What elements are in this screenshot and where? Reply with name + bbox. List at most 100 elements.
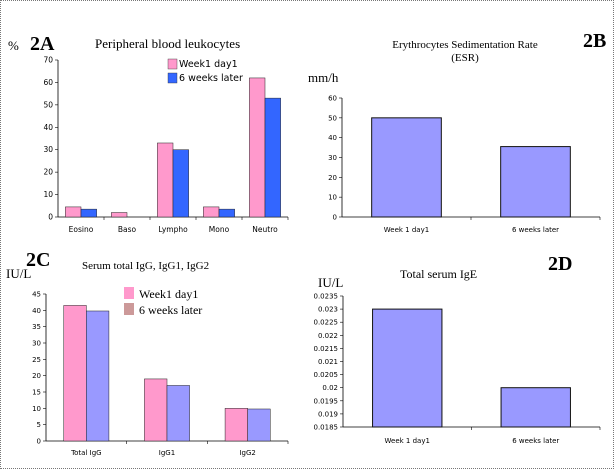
panel-2c-unit: IU/L	[6, 266, 31, 281]
panel-2a-title: Peripheral blood leukocytes	[95, 36, 240, 51]
panel-2c-title: Serum total IgG, IgG1, IgG2	[82, 260, 209, 272]
y-tick-label: 0.021	[318, 358, 338, 366]
bar-week1-neutro	[249, 77, 266, 218]
panel-2c-legend: Week1 day1 6 weeks later	[124, 287, 202, 317]
legend-label-week1: Week1 day1	[139, 287, 198, 301]
x-tick-label: IgG1	[159, 449, 175, 457]
panel-2b-title: Erythrocytes Sedimentation Rate	[392, 39, 538, 51]
bar-6weeks-igg1	[166, 385, 190, 442]
y-tick-label: 70	[43, 56, 53, 65]
panel-2d-label: 2D	[548, 253, 572, 275]
x-tick-label: 6 weeks later	[512, 437, 559, 445]
bar-week-1-day1	[371, 117, 442, 218]
x-tick-label: Week 1 day1	[384, 226, 429, 234]
x-tick-label: Total IgG	[70, 449, 102, 457]
y-tick-label: 20	[43, 168, 53, 177]
legend-swatch-6weeks	[124, 303, 134, 315]
y-tick-label: 5	[37, 421, 41, 429]
bar-week1-mono	[203, 206, 220, 218]
panel-2c-bars	[63, 305, 271, 442]
y-tick-label: 0	[333, 214, 337, 222]
y-tick-label: 25	[32, 356, 41, 364]
bar-6weeks-total-igg	[86, 310, 110, 442]
panel-2a-label: 2A	[30, 33, 55, 55]
panel-2b-label: 2B	[583, 30, 606, 52]
y-tick-label: 20	[328, 174, 337, 182]
legend-swatch-6weeks	[167, 72, 178, 84]
panel-2a: 2A Peripheral blood leukocytes % 0 10 20 30…	[8, 33, 289, 234]
y-tick-label: 40	[32, 307, 41, 315]
x-tick-label: Neutro	[252, 225, 278, 234]
panel-2d-bars	[372, 308, 571, 428]
y-tick-label: 10	[32, 405, 41, 413]
y-tick-label: 60	[43, 78, 53, 87]
y-tick-label: 0.0235	[314, 293, 339, 301]
panel-2a-legend: Week1 day1 6 weeks later	[167, 58, 243, 84]
x-tick-label: Eosino	[69, 225, 94, 234]
y-tick-label: 0.0205	[314, 371, 339, 379]
bar-6weeks-eosino	[80, 208, 97, 218]
panel-2b-title-line2: (ESR)	[451, 52, 479, 64]
panel-2d-title: Total serum IgE	[400, 267, 477, 281]
panel-2c: 2C Serum total IgG, IgG1, IgG2 IU/L 0 5 10…	[6, 249, 289, 457]
x-tick-label: IgG2	[239, 449, 255, 457]
panel-2d-unit: IU/L	[318, 275, 343, 290]
y-tick-label: 20	[32, 372, 41, 380]
y-tick-label: 30	[43, 145, 53, 154]
x-tick-label: Mono	[209, 225, 230, 234]
y-tick-label: 40	[43, 123, 53, 132]
y-tick-label: 30	[32, 340, 41, 348]
legend-swatch-week1	[124, 287, 134, 299]
legend-label-6weeks: 6 weeks later	[139, 303, 202, 317]
panel-2a-unit: %	[8, 38, 19, 53]
bar-week1-igg2	[224, 408, 248, 442]
panel-2b-bars	[371, 117, 571, 218]
panel-2d: 2D Total serum IgE IU/L 0.0185 0.019 0.019…	[314, 253, 601, 445]
panel-2b-unit: mm/h	[308, 70, 339, 85]
y-tick-label: 0.0225	[314, 319, 339, 327]
y-tick-label: 0	[48, 213, 53, 222]
x-tick-label: 6 weeks later	[512, 226, 559, 234]
panel-2b: 2B Erythrocytes Sedimentation Rate (ESR)…	[308, 30, 606, 234]
y-tick-label: 0.023	[318, 306, 338, 314]
bar-6weeks-igg2	[247, 408, 271, 442]
panel-2a-bars	[65, 77, 281, 218]
legend-swatch-week1	[167, 58, 178, 70]
legend-label-6weeks: 6 weeks later	[179, 73, 243, 84]
y-tick-label: 0.02	[322, 384, 338, 392]
x-tick-label: Lympho	[158, 225, 188, 234]
y-tick-label: 35	[32, 323, 41, 331]
bar-week1-baso	[111, 212, 128, 218]
panel-2d-axes: 0.0185 0.019 0.0195 0.02 0.0205 0.021 0.0215 0.…	[314, 293, 601, 445]
bar-6-weeks-later	[500, 146, 571, 218]
x-tick-label: Week 1 day1	[385, 437, 430, 445]
y-tick-label: 10	[43, 190, 53, 199]
y-tick-label: 0.019	[318, 410, 338, 418]
y-tick-label: 10	[328, 194, 337, 202]
bar-week-1-day1	[372, 308, 443, 428]
panel-2a-axes: 0 10 20 30 40 50 60 70 Eosino Baso Lympho Mono Neutr…	[43, 56, 289, 234]
y-tick-label: 0.0185	[314, 424, 339, 432]
bar-week1-total-igg	[63, 305, 87, 442]
panel-2c-label: 2C	[26, 249, 50, 271]
y-tick-label: 50	[328, 114, 337, 122]
y-tick-label: 50	[43, 100, 53, 109]
bar-week1-eosino	[65, 206, 82, 218]
legend-label-week1: Week1 day1	[179, 59, 238, 70]
y-tick-label: 60	[328, 95, 337, 103]
bar-6-weeks-later	[500, 387, 571, 428]
y-tick-label: 45	[32, 291, 41, 299]
y-tick-label: 40	[328, 134, 337, 142]
y-tick-label: 15	[32, 389, 41, 397]
y-tick-label: 0.0215	[314, 345, 339, 353]
bar-week1-igg1	[144, 378, 168, 442]
x-tick-label: Baso	[118, 225, 137, 234]
y-tick-label: 0.0195	[314, 397, 339, 405]
y-tick-label: 30	[328, 154, 337, 162]
bar-6weeks-neutro	[264, 97, 281, 218]
bar-6weeks-lympho	[172, 149, 189, 218]
y-tick-label: 0	[37, 438, 41, 446]
